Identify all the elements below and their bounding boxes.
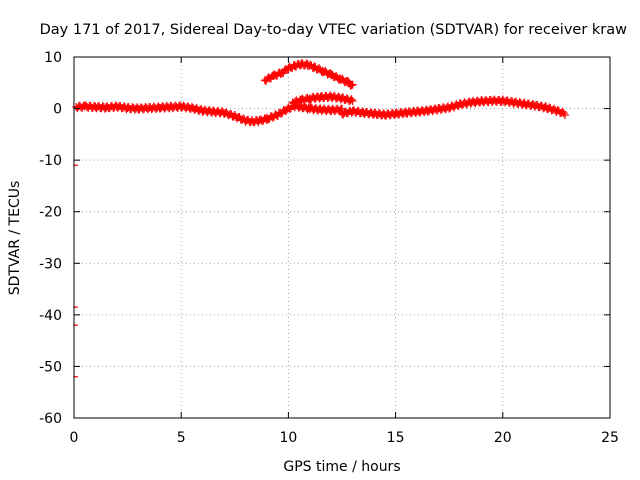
y-tick-label: -50	[39, 359, 62, 375]
outlier-point	[73, 305, 78, 309]
x-tick-label: 0	[70, 430, 79, 446]
arc-track-point	[348, 80, 357, 89]
y-tick-label: -60	[39, 411, 62, 427]
outlier-point	[73, 323, 78, 327]
x-tick-label: 5	[177, 430, 186, 446]
outlier-point	[73, 375, 78, 379]
outlier-point	[73, 163, 78, 167]
upper-segment-point	[347, 95, 356, 104]
x-tick-label: 25	[601, 430, 619, 446]
x-axis-label: GPS time / hours	[283, 459, 400, 475]
x-tick-label: 15	[387, 430, 405, 446]
right-track-point	[559, 109, 568, 118]
y-tick-label: 10	[44, 50, 62, 66]
axes: 0 5 10 15 20 25 10 0 -10 -20 -30 -40 -50 -60	[39, 50, 619, 446]
y-axis-label: SDTVAR / TECUs	[7, 181, 23, 296]
y-tick-label: -30	[39, 256, 62, 272]
x-tick-label: 20	[494, 430, 512, 446]
y-tick-label: -40	[39, 308, 62, 324]
y-tick-label: 0	[53, 102, 62, 118]
x-tick-label: 10	[279, 430, 297, 446]
upper-segment-point	[348, 97, 357, 106]
chart-title: Day 171 of 2017, Sidereal Day-to-day VTE…	[40, 22, 628, 38]
data-points	[72, 59, 569, 379]
plot-frame	[73, 56, 611, 419]
right-track-point	[560, 111, 569, 120]
y-tick-label: -20	[39, 205, 62, 221]
y-tick-label: -10	[39, 153, 62, 169]
